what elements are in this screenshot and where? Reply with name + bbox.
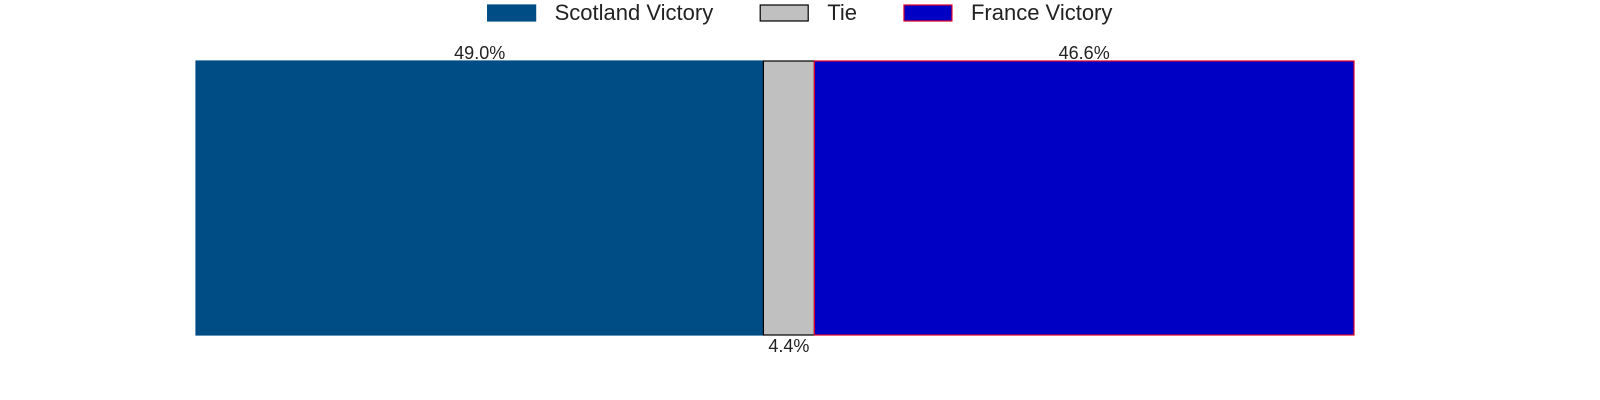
legend-swatch: [903, 4, 953, 22]
legend: Scotland Victory Tie France Victory: [487, 0, 1112, 25]
bar-segment: [195, 60, 765, 336]
value-label: 46.6%: [1059, 43, 1110, 63]
legend-label: Tie: [827, 0, 857, 25]
bar-segment: [762, 60, 815, 336]
value-label: 4.4%: [768, 336, 809, 356]
legend-swatch: [759, 4, 809, 22]
bar-segment: [813, 60, 1355, 336]
legend-label: France Victory: [971, 0, 1112, 25]
legend-label: Scotland Victory: [555, 0, 714, 25]
legend-swatch: [487, 4, 537, 22]
value-label: 49.0%: [454, 43, 505, 63]
